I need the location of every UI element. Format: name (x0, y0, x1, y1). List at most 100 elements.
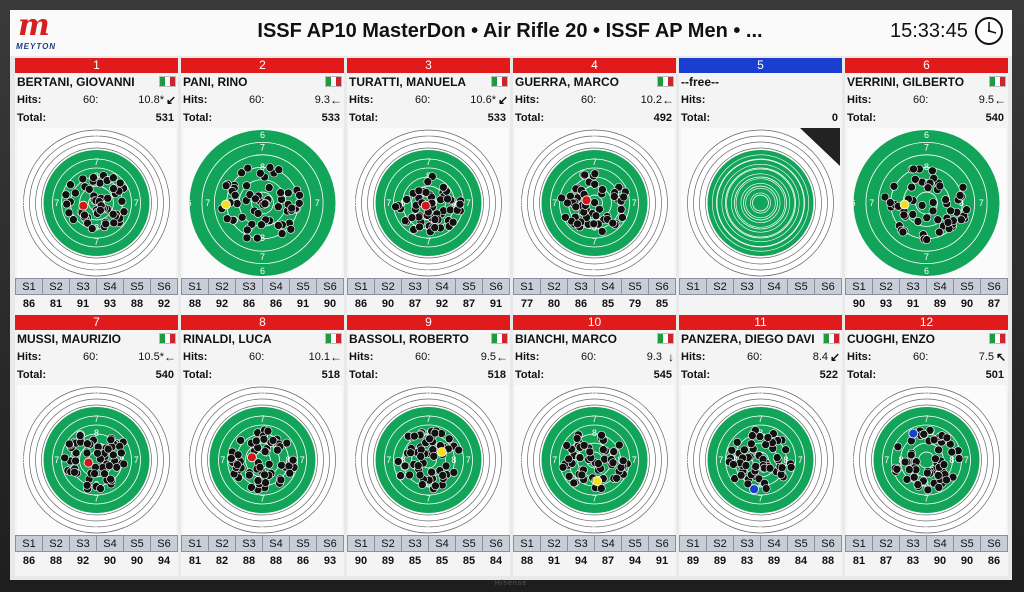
svg-text:7: 7 (134, 455, 139, 465)
lane-panel-1: 1 BERTANI, GIOVANNI Hits: 60: 10.8* ↙ Total: 53… (15, 58, 178, 319)
lane-panel-10: 10 BIANCHI, MARCO Hits: 60: 9.3 ↓ Total: 545 6 7 8… (513, 315, 676, 576)
series-label: S5 (953, 535, 981, 552)
target-display: 67867867878 (17, 385, 176, 535)
series-table: S1 S2 S3 S4 S5 S6 90 89 85 85 85 84 (347, 535, 510, 573)
shot-hole (772, 453, 782, 462)
series-label: S4 (96, 535, 124, 552)
series-score: 80 (547, 297, 561, 310)
series-label: S3 (899, 535, 927, 552)
shot-hole (226, 454, 236, 463)
hits-label: Hits: (183, 351, 208, 363)
target-display: 67867867878 (183, 128, 342, 278)
shot-hole (429, 452, 439, 461)
shot-hole (448, 217, 458, 227)
direction-arrow-icon: ↙ (829, 350, 840, 364)
series-label: S1 (15, 535, 43, 552)
series-table: S1 S2 S3 S4 S5 S6 77 80 86 85 79 85 (513, 278, 676, 316)
shot-hole (89, 173, 98, 182)
shot-hole (751, 462, 760, 471)
shot-hole (430, 215, 440, 224)
series-label: S4 (760, 535, 788, 552)
shot-hole (438, 471, 447, 480)
series-score: 86 (22, 297, 36, 310)
shot-hole (781, 445, 790, 454)
shot-hole (610, 192, 619, 201)
svg-text:6: 6 (352, 198, 357, 208)
last-shot-marker (908, 428, 919, 439)
series-table: S1 S2 S3 S4 S5 S6 88 91 94 87 94 91 (513, 535, 676, 573)
shot-hole (85, 184, 94, 194)
lane-number: 10 (513, 315, 676, 330)
series-table: S1 S2 S3 S4 S5 S6 88 92 86 86 91 90 (181, 278, 344, 316)
shot-hole (427, 467, 436, 477)
shot-hole (935, 227, 944, 237)
shot-hole (618, 213, 627, 222)
hits-label: Hits: (847, 351, 872, 363)
total-row: Total: 501 (847, 369, 1006, 383)
shot-hole (598, 185, 607, 194)
target-display: 67867867878 (515, 385, 674, 535)
hits-row: Hits: 60: 9.5 ← (349, 350, 508, 365)
shooter-name: VERRINI, GILBERTO (847, 75, 965, 89)
shot-hole (942, 433, 952, 443)
shot-hole (263, 426, 273, 436)
shot-hole (946, 206, 955, 216)
shot-hole (913, 217, 923, 226)
shot-hole (396, 471, 405, 480)
series-score: 81 (852, 554, 866, 567)
series-label: S3 (69, 535, 97, 552)
shot-hole (222, 214, 232, 223)
svg-text:7: 7 (924, 252, 929, 262)
series-label: S5 (123, 535, 151, 552)
shot-hole (612, 474, 621, 483)
italy-flag-icon (491, 333, 508, 344)
series-score: 89 (933, 297, 947, 310)
hits-value: 60: (415, 351, 431, 363)
svg-text:6: 6 (518, 198, 523, 208)
corner-indicator (800, 128, 840, 166)
last-shot-value: 8.4 (812, 351, 828, 363)
shot-hole (64, 208, 74, 218)
shooter-name: BERTANI, GIOVANNI (17, 75, 135, 89)
series-score: 93 (323, 554, 337, 567)
shot-hole (430, 223, 439, 232)
total-row: Total: 540 (847, 112, 1006, 126)
series-score (761, 295, 788, 313)
shot-hole (287, 203, 296, 213)
shot-hole (413, 461, 423, 470)
shot-hole (115, 178, 125, 188)
series-score: 85 (408, 554, 422, 567)
direction-arrow-icon: ↙ (165, 93, 176, 107)
series-table: S1 S2 S3 S4 S5 S6 89 89 83 89 84 88 (679, 535, 842, 573)
svg-text:7: 7 (884, 455, 889, 465)
last-shot-marker (581, 195, 592, 206)
svg-text:7: 7 (869, 198, 874, 208)
shot-hole (96, 484, 105, 493)
shot-hole (247, 220, 257, 229)
shot-hole (909, 472, 919, 482)
shot-hole (260, 199, 270, 208)
svg-text:6: 6 (924, 523, 929, 533)
shot-hole (902, 475, 912, 484)
series-score (788, 295, 815, 313)
shot-hole (112, 463, 121, 472)
shot-hole (591, 211, 601, 220)
shot-hole (253, 476, 263, 485)
series-score: 93 (879, 297, 893, 310)
shot-hole (69, 215, 78, 224)
last-shot-marker (78, 200, 89, 211)
shot-hole (439, 182, 448, 192)
series-score: 86 (574, 297, 588, 310)
shot-hole (444, 434, 454, 444)
total-row: Total: 540 (17, 369, 176, 383)
target-green-area (873, 407, 980, 513)
svg-text:7: 7 (94, 414, 99, 424)
series-score: 90 (354, 554, 368, 567)
svg-text:7: 7 (718, 455, 723, 465)
last-shot-marker (247, 452, 257, 463)
shot-hole (941, 195, 950, 204)
series-label: S3 (733, 278, 761, 295)
shot-hole (423, 177, 433, 187)
svg-text:8: 8 (94, 223, 99, 233)
hits-value: 60: (581, 351, 597, 363)
